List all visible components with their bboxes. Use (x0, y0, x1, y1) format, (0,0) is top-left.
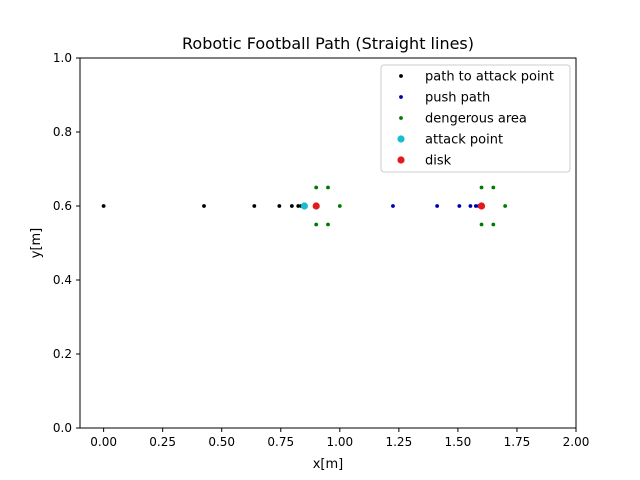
y-axis: 0.0 0.2 0.4 0.6 0.8 1.0 (53, 51, 80, 435)
legend-marker (399, 95, 403, 99)
legend-entry: dengerous area (425, 112, 527, 127)
data-point (202, 204, 206, 208)
y-tick-label: 0.8 (53, 125, 72, 139)
data-point (312, 202, 320, 210)
data-point (491, 185, 496, 190)
data-point (503, 204, 508, 208)
x-tick-label: 1.00 (326, 435, 353, 449)
data-point (326, 222, 330, 227)
data-point (477, 202, 486, 210)
data-point (468, 204, 473, 208)
data-point (326, 185, 330, 190)
data-point (289, 204, 294, 208)
data-point (277, 204, 282, 208)
legend-marker (399, 74, 403, 78)
y-tick-label: 0.2 (53, 347, 72, 361)
data-point (391, 204, 395, 208)
data-point (296, 204, 301, 208)
x-tick-label: 0.50 (208, 435, 235, 449)
x-tick-label: 0.00 (90, 435, 117, 449)
legend-entry: path to attack point (425, 70, 554, 85)
data-point (473, 204, 478, 208)
data-point (435, 204, 440, 208)
legend-marker (399, 116, 403, 120)
x-tick-label: 0.25 (149, 435, 176, 449)
legend-entry: disk (425, 154, 452, 169)
legend-entry: attack point (425, 133, 503, 148)
data-point (479, 222, 484, 227)
y-tick-label: 0.0 (53, 421, 72, 435)
legend-marker (397, 156, 405, 164)
plot-area (79, 57, 577, 429)
data-points (101, 185, 508, 227)
data-point (479, 185, 484, 190)
x-tick-label: 1.25 (385, 435, 412, 449)
x-tick-label: 1.75 (504, 435, 531, 449)
data-point (300, 202, 308, 210)
data-point (101, 204, 106, 208)
y-tick-label: 0.4 (53, 273, 72, 287)
y-tick-label: 0.6 (53, 199, 72, 213)
x-tick-label: 0.75 (267, 435, 294, 449)
data-point (314, 222, 319, 227)
chart-title: Robotic Football Path (Straight lines) (182, 34, 474, 53)
data-point (337, 204, 342, 208)
x-tick-label: 1.50 (445, 435, 472, 449)
data-point (457, 204, 462, 208)
x-axis-label: x[m] (313, 457, 344, 472)
legend-entry: push path (425, 91, 490, 106)
y-tick-label: 1.0 (53, 51, 72, 65)
data-point (314, 185, 319, 190)
data-point (252, 204, 257, 208)
legend-marker (397, 135, 405, 143)
data-point (491, 222, 496, 227)
y-axis-label: y[m] (29, 228, 44, 259)
legend-box (380, 64, 571, 173)
x-tick-label: 2.00 (563, 435, 590, 449)
x-axis: 0.00 0.25 0.50 0.75 1.00 1.25 1.50 1.75 2.00 (90, 428, 589, 449)
legend: path to attack point push path dengerous a… (380, 64, 571, 173)
